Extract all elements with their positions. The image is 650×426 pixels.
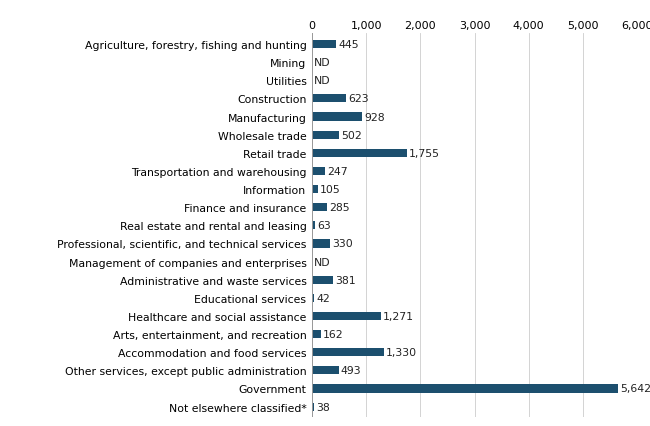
Bar: [312, 95, 346, 103]
Bar: [312, 150, 407, 158]
Text: 162: 162: [323, 329, 344, 339]
Text: 105: 105: [320, 184, 341, 195]
Text: 1,330: 1,330: [386, 347, 417, 357]
Bar: [312, 222, 315, 230]
Text: 247: 247: [328, 167, 348, 176]
Bar: [312, 131, 339, 139]
Text: 330: 330: [332, 239, 353, 249]
Text: 42: 42: [317, 293, 330, 303]
Bar: [312, 186, 318, 194]
Text: 1,755: 1,755: [410, 148, 440, 158]
Text: 928: 928: [365, 112, 385, 122]
Text: 1,271: 1,271: [383, 311, 414, 321]
Text: 381: 381: [335, 275, 356, 285]
Text: 285: 285: [330, 203, 350, 213]
Bar: [312, 366, 339, 374]
Text: ND: ND: [314, 76, 331, 86]
Bar: [312, 348, 384, 357]
Bar: [312, 385, 618, 393]
Bar: [312, 330, 320, 338]
Text: 5,642: 5,642: [620, 383, 650, 394]
Bar: [312, 403, 314, 411]
Text: 623: 623: [348, 94, 369, 104]
Bar: [312, 294, 315, 302]
Text: ND: ND: [314, 58, 331, 68]
Text: 445: 445: [338, 40, 359, 50]
Bar: [312, 312, 381, 320]
Text: 38: 38: [317, 402, 330, 412]
Bar: [312, 276, 333, 284]
Text: ND: ND: [314, 257, 331, 267]
Bar: [312, 113, 362, 121]
Bar: [312, 167, 326, 176]
Bar: [312, 204, 328, 212]
Text: 493: 493: [341, 366, 361, 375]
Bar: [312, 240, 330, 248]
Bar: [312, 41, 336, 49]
Text: 502: 502: [341, 130, 362, 140]
Text: 63: 63: [318, 221, 332, 231]
